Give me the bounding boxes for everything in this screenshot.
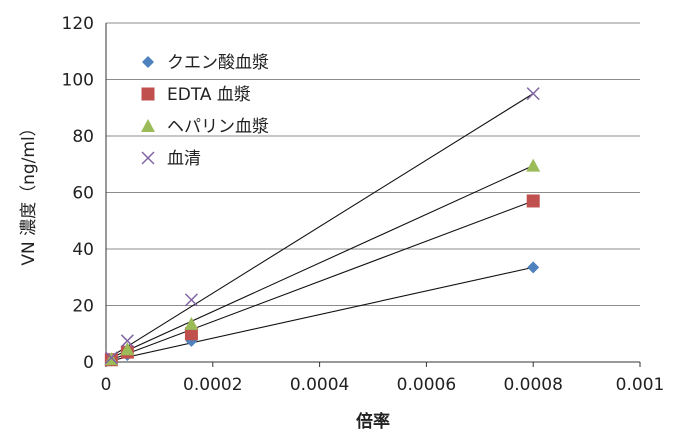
data-point [120, 334, 134, 348]
x-tick-labels: 0 0.0002 0.0004 0.0006 0.0008 0.001 [101, 362, 665, 395]
data-point [184, 316, 199, 330]
data-point [526, 194, 540, 208]
y-tick-label: 80 [72, 127, 94, 147]
y-tick-label: 100 [62, 71, 94, 91]
gridlines [106, 22, 640, 306]
marker-stroke [104, 351, 118, 365]
x-tick-label: 0.0002 [183, 375, 242, 395]
trendline [111, 200, 534, 361]
y-tick-labels: 0 20 40 60 80 100 120 [62, 14, 94, 373]
legend-label: 血清 [167, 149, 201, 169]
data-point [526, 87, 540, 101]
y-axis-title: VN 濃度（ng/ml） [19, 119, 39, 265]
data-point [526, 158, 541, 172]
y-tick-label: 0 [83, 353, 94, 373]
data-point [184, 293, 198, 307]
data-point [120, 342, 135, 356]
data-point [184, 327, 198, 341]
marker-stroke [120, 334, 134, 348]
data-point [527, 261, 540, 274]
marker-stroke [526, 87, 540, 101]
x-axis-title: 倍率 [356, 411, 390, 432]
trendline [111, 165, 534, 359]
y-tick-label: 20 [72, 297, 94, 317]
legend-label: クエン酸血漿 [167, 53, 269, 73]
axes [105, 23, 640, 363]
data-point [104, 351, 118, 365]
y-tick-label: 40 [72, 240, 94, 260]
legend-marker [141, 87, 155, 101]
marker-stroke [184, 293, 198, 307]
marker-stroke [141, 151, 155, 165]
x-tick-label: 0.001 [616, 375, 665, 395]
data-points [104, 87, 541, 367]
x-tick-label: 0.0006 [397, 375, 456, 395]
legend-marker [141, 119, 155, 132]
x-tick-label: 0.0008 [503, 375, 562, 395]
legend-marker [142, 56, 154, 68]
x-tick-label: 0 [101, 375, 112, 395]
legend-label: EDTA 血漿 [167, 85, 251, 105]
y-tick-label: 120 [62, 14, 94, 34]
legend-marker [141, 151, 155, 165]
x-tick-label: 0.0004 [290, 375, 349, 395]
y-tick-label: 60 [72, 184, 94, 204]
trendlines [111, 93, 534, 362]
trendline [111, 93, 534, 357]
trendline [111, 266, 534, 362]
legend-label: ヘパリン血漿 [167, 117, 269, 137]
